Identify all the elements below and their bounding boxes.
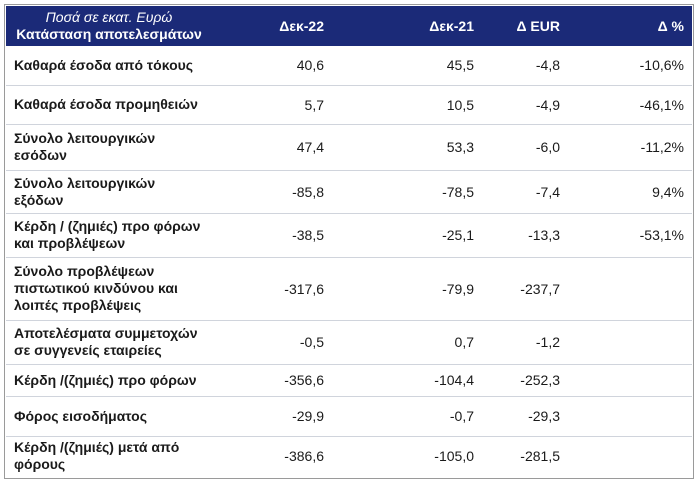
column-header-delta-pct: Δ %	[657, 18, 684, 34]
cell-dec21: -105,0	[434, 448, 474, 465]
table-row: Αποτελέσματα συμμετοχών σε συγγενείς ετα…	[6, 320, 692, 364]
table-row: Σύνολο λειτουργικών εσόδων 47,4 53,3 -6,…	[6, 124, 692, 170]
cell-delta-pct: -53,1%	[639, 227, 684, 243]
unit-note: Ποσά σε εκατ. Ευρώ	[45, 9, 173, 25]
statement-title: Κατάσταση αποτελεσμάτων	[16, 26, 202, 42]
cell-delta-pct	[568, 257, 692, 320]
cell-delta-eur: -1,2	[535, 334, 560, 350]
cell-delta-pct	[568, 364, 692, 396]
row-label: Φόρος εισοδήματος	[14, 407, 147, 424]
cell-delta-eur: -29,3	[528, 408, 560, 424]
cell-delta-eur: -4,8	[535, 57, 560, 74]
cell-dec22: 5,7	[304, 96, 324, 113]
row-label: Σύνολο λειτουργικών εσόδων	[14, 130, 156, 163]
cell-delta-pct: -46,1%	[639, 96, 684, 113]
cell-dec21: -78,5	[442, 183, 474, 200]
header-label-cell: Ποσά σε εκατ. Ευρώ Κατάσταση αποτελεσμάτ…	[6, 6, 212, 46]
table-row: Σύνολο λειτουργικών εξόδων -85,8 -78,5 -…	[6, 170, 692, 213]
row-label: Σύνολο προβλέψεων πιστωτικού κινδύνου κα…	[14, 263, 178, 313]
table-row: Καθαρά έσοδα από τόκους 40,6 45,5 -4,8 -…	[6, 46, 692, 85]
cell-delta-pct	[568, 436, 692, 476]
cell-delta-eur: -4,9	[535, 96, 560, 113]
row-label: Κέρδη / (ζημιές) προ φόρων και προβλέψεω…	[14, 218, 201, 251]
cell-delta-eur: -7,4	[535, 183, 560, 200]
row-label: Κέρδη /(ζημιές) προ φόρων	[14, 371, 197, 388]
column-header-dec22: Δεκ-22	[279, 18, 324, 34]
table-row: Σύνολο προβλέψεων πιστωτικού κινδύνου κα…	[6, 257, 692, 320]
cell-delta-eur: -13,3	[528, 227, 560, 243]
cell-delta-eur: -237,7	[520, 280, 560, 297]
cell-dec22: -356,6	[284, 372, 324, 388]
cell-dec22: 47,4	[296, 139, 324, 155]
cell-dec21: -104,4	[434, 372, 474, 388]
table-row: Κέρδη /(ζημιές) μετά από φόρους -386,6 -…	[6, 436, 692, 476]
table-row: Φόρος εισοδήματος -29,9 -0,7 -29,3	[6, 396, 692, 436]
income-statement-panel: Ποσά σε εκατ. Ευρώ Κατάσταση αποτελεσμάτ…	[4, 4, 694, 479]
cell-dec21: 45,5	[446, 57, 474, 74]
cell-dec22: -85,8	[292, 183, 324, 200]
cell-delta-eur: -252,3	[520, 372, 560, 388]
cell-delta-pct: -10,6%	[639, 57, 684, 74]
table-row: Καθαρά έσοδα προμηθειών 5,7 10,5 -4,9 -4…	[6, 85, 692, 124]
cell-dec21: -25,1	[442, 227, 474, 243]
table-header-row: Ποσά σε εκατ. Ευρώ Κατάσταση αποτελεσμάτ…	[6, 6, 692, 46]
cell-delta-pct: -11,2%	[640, 139, 684, 155]
cell-delta-pct	[568, 320, 692, 364]
row-label: Αποτελέσματα συμμετοχών σε συγγενείς ετα…	[14, 325, 198, 358]
cell-delta-pct: 9,4%	[652, 183, 684, 200]
income-statement-table: Ποσά σε εκατ. Ευρώ Κατάσταση αποτελεσμάτ…	[6, 6, 692, 476]
cell-dec21: -79,9	[442, 280, 474, 297]
cell-delta-pct	[568, 396, 692, 436]
cell-dec22: -0,5	[299, 334, 324, 350]
cell-dec22: -317,6	[284, 280, 324, 297]
row-label: Κέρδη /(ζημιές) μετά από φόρους	[14, 439, 180, 473]
column-header-dec21: Δεκ-21	[429, 18, 474, 34]
column-header-delta-eur: Δ EUR	[516, 18, 560, 34]
cell-delta-eur: -6,0	[535, 139, 560, 155]
cell-dec22: -386,6	[284, 448, 324, 465]
cell-dec21: 10,5	[446, 96, 474, 113]
cell-dec21: -0,7	[449, 408, 474, 424]
cell-delta-eur: -281,5	[520, 448, 560, 465]
cell-dec22: 40,6	[296, 57, 324, 74]
cell-dec22: -38,5	[292, 227, 324, 243]
row-label: Καθαρά έσοδα προμηθειών	[14, 96, 198, 112]
table-row: Κέρδη / (ζημιές) προ φόρων και προβλέψεω…	[6, 213, 692, 257]
row-label: Καθαρά έσοδα από τόκους	[14, 56, 194, 73]
cell-dec21: 0,7	[454, 334, 474, 350]
cell-dec22: -29,9	[292, 408, 324, 424]
table-row: Κέρδη /(ζημιές) προ φόρων -356,6 -104,4 …	[6, 364, 692, 396]
cell-dec21: 53,3	[446, 139, 474, 155]
row-label: Σύνολο λειτουργικών εξόδων	[14, 174, 156, 208]
